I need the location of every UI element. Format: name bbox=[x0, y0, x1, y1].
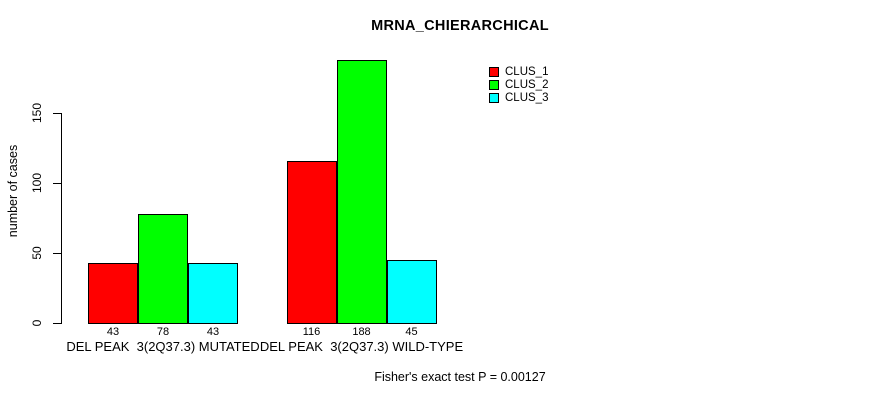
bar-clus-3-group-2 bbox=[386, 260, 437, 324]
y-axis-tick-label: 100 bbox=[30, 172, 44, 194]
bar-clus-2-group-2 bbox=[336, 59, 387, 324]
bar-value-label: 116 bbox=[302, 326, 321, 338]
legend: CLUS_1 CLUS_2 CLUS_3 bbox=[489, 65, 548, 105]
bar-clus-3-group-1 bbox=[188, 262, 238, 324]
bar-clus-1-group-1 bbox=[88, 262, 138, 324]
y-axis-tick bbox=[53, 183, 61, 184]
x-category-label: DEL PEAK 3(2Q37.3) MUTATED bbox=[66, 339, 260, 354]
legend-item-clus-2: CLUS_2 bbox=[489, 78, 548, 91]
legend-item-clus-1: CLUS_1 bbox=[489, 65, 548, 78]
legend-label: CLUS_1 bbox=[505, 65, 549, 78]
footnote-fishers-test: Fisher's exact test P = 0.00127 bbox=[374, 370, 546, 384]
legend-swatch-icon bbox=[489, 79, 499, 90]
y-axis-tick-label: 150 bbox=[30, 102, 44, 124]
y-axis-tick bbox=[53, 253, 61, 254]
bar-clus-2-group-1 bbox=[138, 213, 188, 324]
y-axis-tick-label: 50 bbox=[30, 246, 44, 260]
bar-clus-1-group-2 bbox=[286, 160, 337, 324]
bar-value-label: 188 bbox=[352, 326, 371, 338]
bar-value-label: 45 bbox=[405, 326, 418, 338]
y-axis-tick bbox=[53, 113, 61, 114]
bar-value-label: 43 bbox=[206, 326, 220, 338]
bar-value-label: 78 bbox=[156, 326, 170, 338]
legend-swatch-icon bbox=[489, 93, 499, 104]
y-axis-tick bbox=[53, 323, 61, 324]
y-axis-tick-label: 0 bbox=[30, 319, 44, 327]
legend-label: CLUS_3 bbox=[505, 92, 549, 105]
legend-item-clus-3: CLUS_3 bbox=[489, 92, 548, 105]
chart-title: MRNA_CHIERARCHICAL bbox=[371, 18, 549, 34]
legend-swatch-icon bbox=[489, 66, 499, 77]
x-category-label: DEL PEAK 3(2Q37.3) WILD-TYPE bbox=[259, 339, 464, 354]
legend-label: CLUS_2 bbox=[505, 78, 549, 91]
bar-value-label: 43 bbox=[106, 326, 120, 338]
y-axis-line bbox=[61, 113, 62, 324]
